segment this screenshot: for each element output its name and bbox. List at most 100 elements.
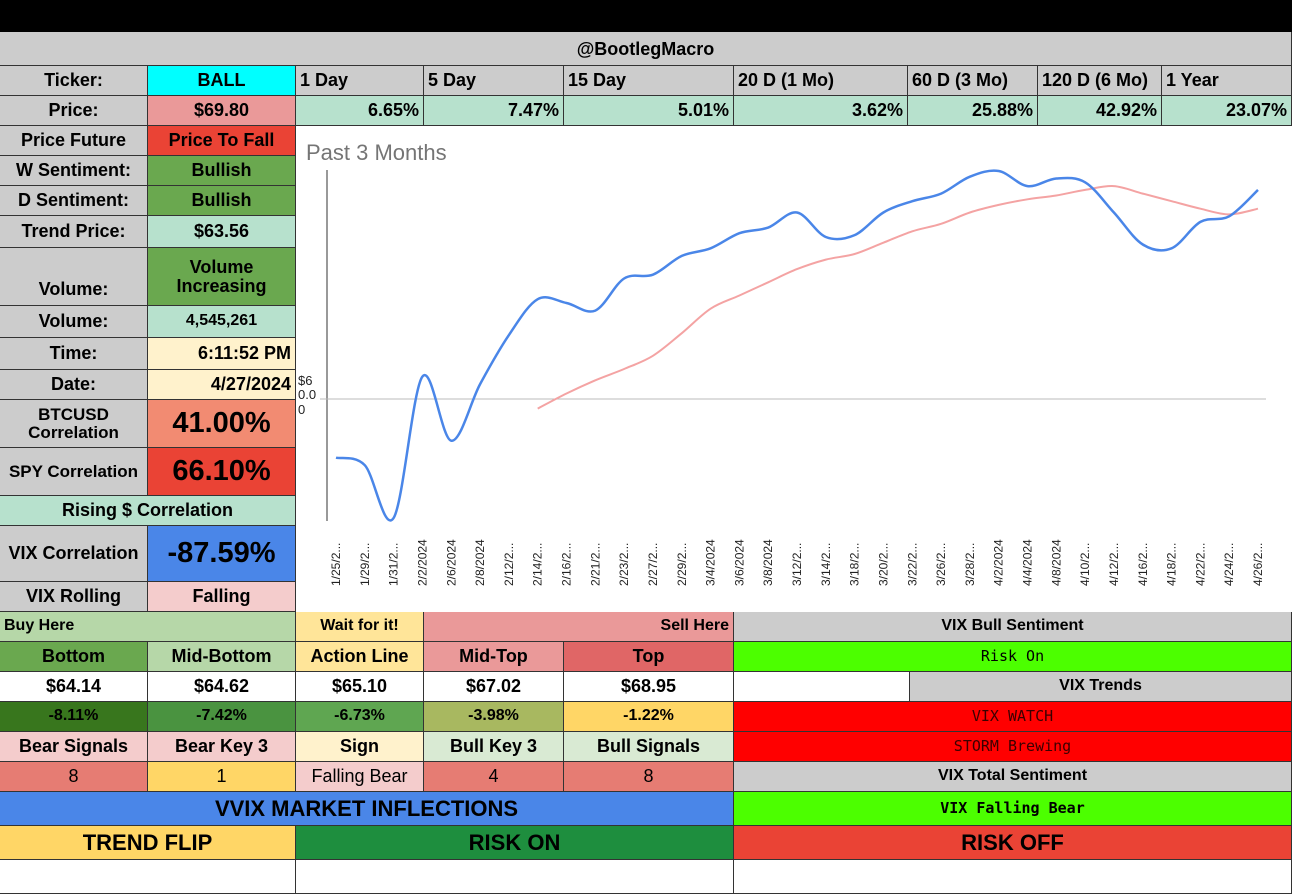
volume-trend-label: Volume:: [0, 248, 148, 306]
signal-header-bull-signals: Bull Signals: [564, 732, 734, 762]
risk-off: RISK OFF: [734, 826, 1292, 860]
vix-trends-blank: [734, 672, 910, 702]
x-tick-label: 2/8/2024: [473, 539, 487, 586]
x-tick-label: 2/12/2...: [502, 543, 516, 586]
blank-footer-left: [0, 860, 296, 894]
vix-rolling-label: VIX Rolling: [0, 582, 148, 612]
return-60d: 25.88%: [908, 96, 1038, 126]
chart-svg: Past 3 Months $60.00 1/25/2... 1/29/2... 1…: [298, 140, 1266, 586]
return-1y: 23.07%: [1162, 96, 1292, 126]
vix-watch: VIX WATCH: [734, 702, 1292, 732]
return-20d: 3.62%: [734, 96, 908, 126]
period-20d: 20 D (1 Mo): [734, 66, 908, 96]
x-tick-label: 3/28/2...: [963, 543, 977, 586]
level-price-bottom: $64.14: [0, 672, 148, 702]
vix-corr-label: VIX Correlation: [0, 526, 148, 582]
level-pct-mid-bottom: -7.42%: [148, 702, 296, 732]
level-pct-mid-top: -3.98%: [424, 702, 564, 732]
x-tick-label: 3/6/2024: [732, 539, 746, 586]
vix-bull-sentiment-value: Risk On: [734, 642, 1292, 672]
period-5d: 5 Day: [424, 66, 564, 96]
x-tick-label: 4/10/2...: [1078, 543, 1092, 586]
signal-value-bear-key-3: 1: [148, 762, 296, 792]
buy-here-label: Buy Here: [0, 612, 296, 642]
blank-footer-right: [734, 860, 1292, 894]
x-tick-label: 3/26/2...: [934, 543, 948, 586]
price-future-label: Price Future: [0, 126, 148, 156]
x-tick-label: 3/8/2024: [761, 539, 775, 586]
level-header-top: Top: [564, 642, 734, 672]
level-pct-bottom: -8.11%: [0, 702, 148, 732]
date-label: Date:: [0, 370, 148, 400]
x-tick-label: 3/22/2...: [905, 543, 919, 586]
vix-total-sentiment-label: VIX Total Sentiment: [734, 762, 1292, 792]
trend-price-value: $63.56: [148, 216, 296, 248]
level-pct-action-line: -6.73%: [296, 702, 424, 732]
signal-header-sign: Sign: [296, 732, 424, 762]
price-value: $69.80: [148, 96, 296, 126]
x-tick-label: 3/4/2024: [704, 539, 718, 586]
vix-trends-label: VIX Trends: [910, 672, 1292, 702]
w-sentiment-value: Bullish: [148, 156, 296, 186]
time-label: Time:: [0, 338, 148, 370]
price-line: [335, 169, 1259, 522]
vvix-title: VVIX MARKET INFLECTIONS: [0, 792, 734, 826]
period-1y: 1 Year: [1162, 66, 1292, 96]
signal-header-bull-key-3: Bull Key 3: [424, 732, 564, 762]
level-pct-top: -1.22%: [564, 702, 734, 732]
time-value: 6:11:52 PM: [148, 338, 296, 370]
blank-footer-mid: [296, 860, 734, 894]
period-1d: 1 Day: [296, 66, 424, 96]
x-tick-label: 3/18/2...: [848, 543, 862, 586]
return-5d: 7.47%: [424, 96, 564, 126]
wait-label: Wait for it!: [296, 612, 424, 642]
x-tick-label: 4/8/2024: [1049, 539, 1063, 586]
x-tick-label: 4/16/2...: [1136, 543, 1150, 586]
x-tick-label: 4/4/2024: [1021, 539, 1035, 586]
x-tick-label: 1/29/2...: [358, 543, 372, 586]
vix-bull-sentiment-label: VIX Bull Sentiment: [734, 612, 1292, 642]
return-120d: 42.92%: [1038, 96, 1162, 126]
x-tick-label: 2/16/2...: [560, 543, 574, 586]
x-tick-label: 4/22/2...: [1193, 543, 1207, 586]
top-black-bar: [0, 0, 1292, 32]
ticker-label: Ticker:: [0, 66, 148, 96]
price-future-value: Price To Fall: [148, 126, 296, 156]
volume-trend-value: Volume Increasing: [148, 248, 296, 306]
date-value: 4/27/2024: [148, 370, 296, 400]
trend-price-label: Trend Price:: [0, 216, 148, 248]
ticker-value: BALL: [148, 66, 296, 96]
x-tick-label: 3/20/2...: [876, 543, 890, 586]
y-tick-label-part: 0: [298, 402, 305, 417]
signal-header-bear-key-3: Bear Key 3: [148, 732, 296, 762]
x-tick-label: 4/2/2024: [992, 539, 1006, 586]
period-120d: 120 D (6 Mo): [1038, 66, 1162, 96]
price-chart: Past 3 Months $6 0.0 0 1/25/2... 1/29/2... 1…: [296, 126, 1292, 611]
storm-brewing: STORM Brewing: [734, 732, 1292, 762]
spy-corr-label: SPY Correlation: [0, 448, 148, 496]
vix-total-sentiment-value: VIX Falling Bear: [734, 792, 1292, 826]
chart-title: Past 3 Months: [306, 140, 447, 165]
return-15d: 5.01%: [564, 96, 734, 126]
x-tick-label: 4/24/2...: [1222, 543, 1236, 586]
level-price-mid-top: $67.02: [424, 672, 564, 702]
moving-average-line: [537, 185, 1259, 410]
level-header-mid-bottom: Mid-Bottom: [148, 642, 296, 672]
handle-header: @BootlegMacro: [0, 32, 1292, 66]
trend-flip: TREND FLIP: [0, 826, 296, 860]
spy-corr-value: 66.10%: [148, 448, 296, 496]
btc-corr-label: BTCUSD Correlation: [0, 400, 148, 448]
w-sentiment-label: W Sentiment:: [0, 156, 148, 186]
price-label: Price:: [0, 96, 148, 126]
volume-label: Volume:: [0, 306, 148, 338]
return-1d: 6.65%: [296, 96, 424, 126]
level-price-action-line: $65.10: [296, 672, 424, 702]
vix-rolling-value: Falling: [148, 582, 296, 612]
sell-here-label: Sell Here: [424, 612, 734, 642]
x-tick-label: 2/29/2...: [675, 543, 689, 586]
volume-value: 4,545,261: [148, 306, 296, 338]
x-axis-labels: 1/25/2... 1/29/2... 1/31/2... 2/2/2024 2/6/2…: [329, 539, 1265, 586]
x-tick-label: 3/12/2...: [790, 543, 804, 586]
level-price-top: $68.95: [564, 672, 734, 702]
y-tick-label: $60.00: [298, 373, 316, 417]
